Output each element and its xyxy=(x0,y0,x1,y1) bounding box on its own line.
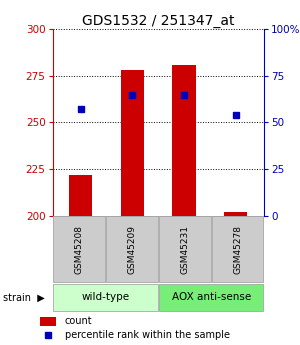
Bar xyxy=(159,284,263,311)
Bar xyxy=(224,212,247,216)
Bar xyxy=(53,284,158,311)
Text: strain  ▶: strain ▶ xyxy=(3,293,45,303)
Bar xyxy=(121,70,144,216)
Text: count: count xyxy=(65,316,92,326)
Bar xyxy=(69,175,92,216)
Title: GDS1532 / 251347_at: GDS1532 / 251347_at xyxy=(82,14,235,28)
Bar xyxy=(212,216,263,282)
Bar xyxy=(40,317,56,326)
Text: wild-type: wild-type xyxy=(81,292,129,302)
Bar xyxy=(53,216,105,282)
Text: GSM45208: GSM45208 xyxy=(74,225,83,274)
Text: AOX anti-sense: AOX anti-sense xyxy=(172,292,251,302)
Bar xyxy=(106,216,158,282)
Text: percentile rank within the sample: percentile rank within the sample xyxy=(65,331,230,341)
Bar xyxy=(159,216,211,282)
Text: GSM45278: GSM45278 xyxy=(233,225,242,274)
Text: GSM45231: GSM45231 xyxy=(180,225,189,274)
Bar xyxy=(172,65,196,216)
Text: GSM45209: GSM45209 xyxy=(127,225,136,274)
